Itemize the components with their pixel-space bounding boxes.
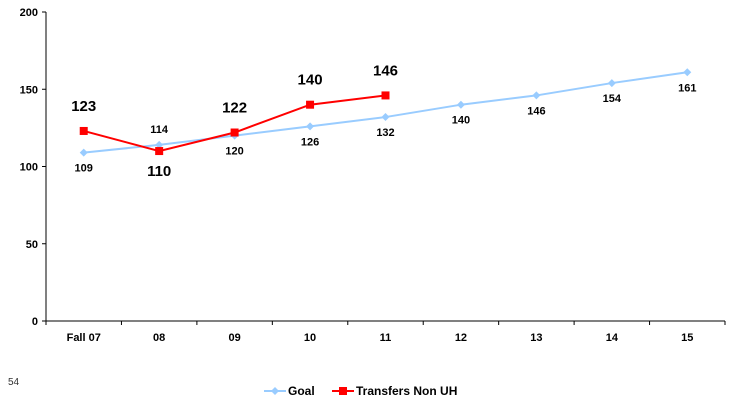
legend-transfers-marker-icon [339, 387, 347, 395]
goal-data-label: 132 [376, 127, 394, 139]
y-tick-label: 0 [32, 316, 38, 328]
transfers-data-label: 146 [373, 62, 398, 79]
transfers-data-label: 110 [147, 163, 171, 180]
goal-point [306, 122, 315, 131]
series-goal [79, 68, 692, 157]
goal-data-label: 154 [603, 93, 622, 105]
transfers-point [79, 126, 88, 135]
axes: 0 50 100 150 200 Fall 07 08 09 10 11 12 13 14 15 [20, 7, 726, 344]
page-number: 54 [8, 377, 20, 388]
x-tick-label: Fall 07 [67, 332, 101, 344]
legend-goal-marker-icon [271, 387, 279, 395]
x-tick-label: 14 [606, 332, 619, 344]
goal-point [155, 140, 164, 149]
y-tick-label: 200 [20, 7, 38, 19]
goal-point [456, 100, 465, 109]
goal-data-label: 140 [452, 115, 470, 127]
transfers-data-label: 140 [298, 72, 323, 89]
goal-point [381, 113, 390, 122]
data-labels: 109 114 120 126 132 140 146 154 161 123 110 122 140 1… [71, 62, 696, 180]
goal-data-label: 109 [75, 163, 93, 175]
legend: Goal Transfers Non UH [264, 384, 457, 398]
goal-data-label: 120 [225, 146, 243, 158]
goal-point [79, 148, 88, 157]
x-tick-label: 10 [304, 332, 316, 344]
y-tick-label: 150 [20, 84, 38, 96]
transfers-point [381, 91, 390, 100]
transfers-data-label: 122 [222, 100, 247, 117]
x-tick-label: 08 [153, 332, 165, 344]
y-tick-label: 100 [20, 162, 38, 174]
y-tick-label: 50 [26, 239, 38, 251]
goal-point [683, 68, 692, 77]
x-tick-label: 11 [380, 332, 392, 344]
goal-data-label: 126 [301, 136, 319, 148]
transfers-data-label: 123 [71, 98, 96, 115]
legend-transfers-label: Transfers Non UH [356, 384, 457, 398]
x-tick-label: 13 [530, 332, 542, 344]
goal-line [83, 71, 688, 154]
goal-point [532, 91, 541, 100]
x-tick-label: 12 [455, 332, 467, 344]
transfers-point [230, 128, 239, 137]
goal-point [607, 79, 616, 88]
goal-data-label: 161 [678, 82, 696, 94]
x-tick-label: 15 [681, 332, 693, 344]
goal-data-label: 146 [527, 105, 545, 117]
transfers-point [306, 100, 315, 109]
transfers-point [155, 147, 164, 156]
legend-goal-label: Goal [288, 384, 315, 398]
goal-data-label: 114 [150, 124, 169, 136]
x-tick-label: 09 [228, 332, 240, 344]
series-transfers-non-uh [79, 91, 390, 156]
